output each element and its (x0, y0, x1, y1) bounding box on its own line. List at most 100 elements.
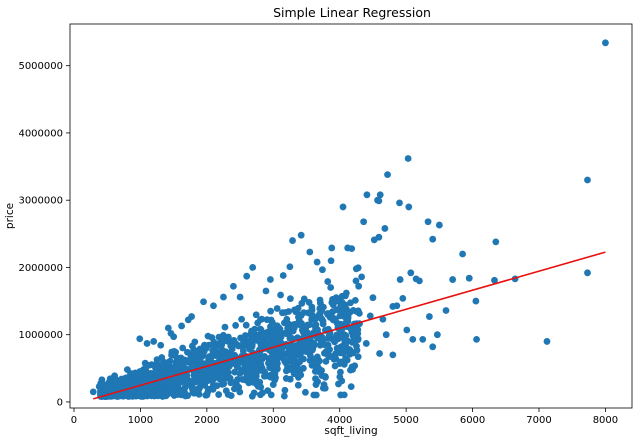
data-point (320, 349, 328, 357)
x-axis-ticks: 0 1000 2000 3000 4000 5000 6000 7000 8000 (71, 408, 618, 426)
data-point (459, 250, 467, 258)
data-point (352, 265, 360, 273)
data-point (376, 350, 383, 357)
data-point (244, 370, 252, 378)
data-point (210, 375, 218, 383)
data-point (352, 307, 360, 315)
data-point (584, 269, 591, 277)
data-point (227, 392, 235, 400)
data-point (344, 244, 352, 252)
data-point (376, 191, 384, 199)
data-point (267, 307, 275, 315)
x-tick-label: 4000 (327, 415, 352, 426)
data-point (253, 337, 261, 344)
data-point (158, 354, 166, 361)
data-point (327, 257, 335, 265)
data-point (329, 314, 337, 322)
data-point (263, 316, 271, 324)
data-point (239, 336, 247, 344)
regression-line (93, 251, 606, 400)
data-point (157, 389, 164, 397)
data-point (227, 342, 235, 350)
data-point (194, 375, 201, 383)
data-point (322, 357, 330, 365)
data-point (360, 218, 368, 226)
data-point (336, 312, 344, 320)
data-point (297, 371, 305, 379)
data-point (184, 348, 191, 356)
data-point (178, 322, 186, 330)
data-point (336, 329, 344, 337)
data-point (336, 373, 344, 381)
data-point (311, 316, 319, 323)
data-point (143, 340, 151, 347)
data-point (307, 352, 314, 360)
data-point (157, 341, 165, 349)
y-axis-ticks: 0 1000000 2000000 3000000 4000000 5000000 (18, 61, 70, 408)
data-point (442, 307, 450, 314)
data-point (353, 346, 361, 354)
data-point (170, 348, 178, 355)
data-point (242, 357, 250, 365)
data-point (284, 324, 292, 332)
data-point (346, 308, 354, 316)
data-point (319, 266, 326, 274)
data-point (353, 323, 361, 331)
data-point (338, 299, 346, 306)
data-point (354, 353, 362, 361)
data-point (252, 311, 260, 319)
data-point (190, 385, 198, 393)
data-point (382, 331, 390, 339)
data-point (150, 338, 158, 345)
data-point (342, 332, 350, 340)
data-point (339, 203, 347, 211)
x-axis-label: sqft_living (324, 425, 377, 437)
data-point (374, 196, 381, 204)
data-point (172, 353, 180, 361)
data-point (319, 384, 327, 392)
data-point (379, 315, 387, 323)
data-point (384, 171, 391, 179)
data-point (298, 326, 306, 334)
data-point (266, 276, 274, 283)
data-point (245, 337, 253, 345)
data-point (182, 365, 190, 373)
data-point (234, 360, 242, 368)
data-point (412, 275, 420, 283)
data-point (215, 391, 223, 398)
data-point (256, 360, 264, 368)
data-point (286, 353, 294, 361)
y-tick-label: 5000000 (18, 61, 63, 72)
data-point (224, 373, 232, 381)
data-point (278, 329, 286, 337)
data-point (149, 383, 156, 391)
data-point (264, 387, 272, 395)
data-point (259, 389, 266, 397)
data-point (273, 305, 281, 312)
y-axis-label: price (4, 203, 16, 229)
data-point (195, 351, 203, 359)
data-point (267, 338, 275, 346)
data-point (424, 218, 432, 226)
data-point (199, 344, 207, 352)
data-point (243, 272, 251, 280)
data-point (396, 276, 404, 283)
data-point (290, 324, 298, 332)
data-point (175, 377, 183, 385)
data-point (305, 298, 313, 306)
data-point (218, 349, 226, 356)
data-point (333, 306, 341, 314)
data-point (286, 263, 294, 271)
data-point (220, 293, 227, 301)
data-point (294, 342, 302, 350)
data-point (171, 363, 179, 371)
data-point (342, 289, 350, 297)
data-point (209, 364, 217, 372)
data-point (184, 316, 192, 324)
data-point (425, 313, 433, 320)
data-point (255, 331, 262, 339)
data-point (543, 338, 551, 345)
data-point (238, 315, 246, 323)
data-point (347, 383, 355, 391)
